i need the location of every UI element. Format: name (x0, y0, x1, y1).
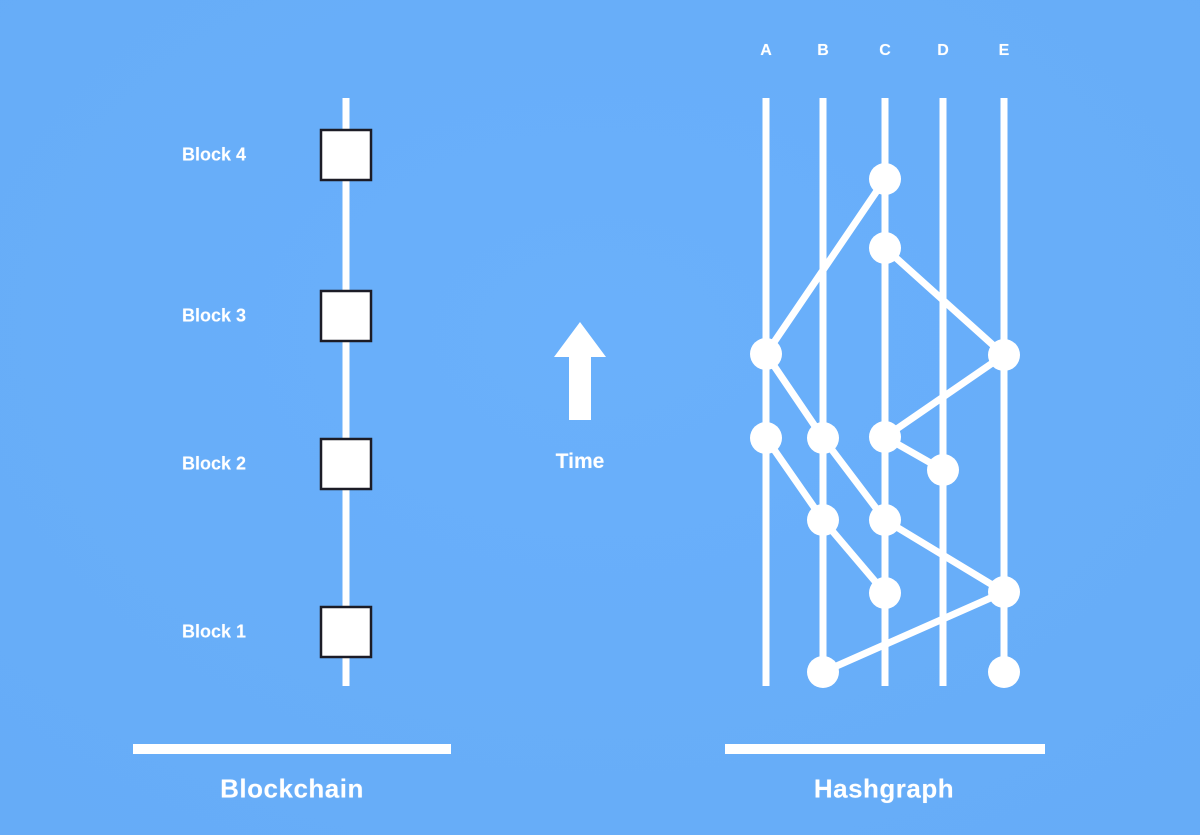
block-label: Block 2 (181, 453, 246, 474)
hashgraph-event-node-e3 (988, 656, 1020, 688)
time-up-arrow-icon (554, 322, 606, 420)
hashgraph-event-node-e1 (988, 339, 1020, 371)
hashgraph-event-node-c1 (869, 163, 901, 195)
hashgraph-column-label-a: A (760, 42, 772, 59)
hashgraph-event-node-e2 (988, 576, 1020, 608)
hashgraph-edge-a2-b2 (762, 434, 827, 524)
hashgraph-event-node-c5 (869, 577, 901, 609)
hashgraph-event-node-b1 (807, 422, 839, 454)
hashgraph-event-node-a1 (750, 338, 782, 370)
block-label: Block 1 (181, 621, 246, 642)
hashgraph-edge-a1-b1 (762, 350, 827, 442)
hashgraph-edge-b3-e2 (819, 588, 1008, 676)
block-square (319, 289, 373, 343)
hashgraph-event-node-d1 (927, 454, 959, 486)
blockchain-title: Blockchain (220, 773, 364, 804)
hashgraph-event-node-b2 (807, 504, 839, 536)
block-label: Block 4 (181, 144, 246, 165)
hashgraph-title: Hashgraph (813, 773, 955, 804)
hashgraph-event-node-b3 (807, 656, 839, 688)
hashgraph-event-node-c4 (869, 504, 901, 536)
hashgraph-event-node-a2 (750, 422, 782, 454)
hashgraph-event-node-c2 (869, 232, 901, 264)
hashgraph-underline-bar (725, 744, 1045, 754)
block-label: Block 3 (181, 305, 246, 326)
time-label: Time (555, 450, 605, 473)
hashgraph-column-label-e: E (998, 42, 1010, 59)
hashgraph-edge-b1-c4 (819, 434, 889, 524)
block-square (319, 437, 373, 491)
hashgraph-event-node-c3 (869, 421, 901, 453)
hashgraph-column-label-b: B (817, 42, 829, 59)
hashgraph-edge-c2-e1 (881, 244, 1008, 359)
hashgraph-column-label-d: D (937, 42, 949, 59)
hashgraph-edge-c4-e2 (881, 516, 1008, 596)
block-square (319, 605, 373, 659)
block-square (319, 128, 373, 182)
hashgraph-edge-c1-a1 (762, 175, 889, 358)
hashgraph-edge-e1-c3 (881, 351, 1008, 441)
blockchain-underline-bar (133, 744, 451, 754)
hashgraph-column-label-c: C (879, 42, 891, 59)
